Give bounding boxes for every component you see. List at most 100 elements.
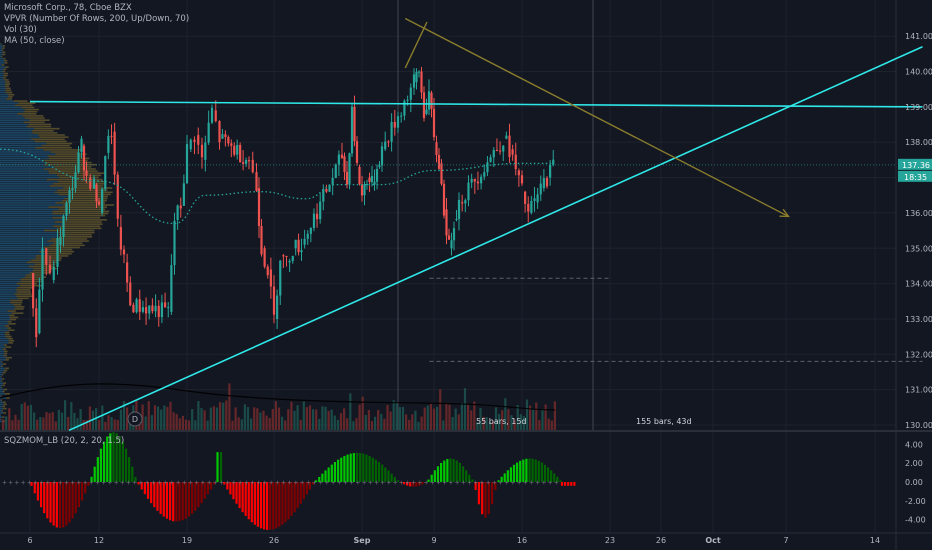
volume-bar [420,416,423,430]
vpvr-bar-down [26,274,44,276]
vpvr-bar-up [0,127,35,130]
symbol-title[interactable]: Microsoft Corp., 78, Cboe BZX [4,3,132,13]
osc-bar [427,479,430,482]
osc-bar [33,482,36,494]
vpvr-bar-up [0,286,18,289]
volume-bar [184,419,188,430]
osc-bar [531,458,534,482]
osc-zero-cross: + [169,480,174,487]
osc-bar [65,482,68,526]
candle-body [236,144,239,155]
volume-bar [432,408,436,430]
vpvr-bar-up [0,163,45,166]
osc-zero-cross: + [424,480,429,487]
candle-body [239,144,242,163]
osc-bar [241,482,244,513]
osc-bar [564,482,567,486]
candle-body [65,202,68,216]
vpvr-bar-down [17,297,29,300]
osc-zero-cross: + [89,480,94,487]
volume-bar [54,421,57,430]
candle-body [350,106,354,154]
vpvr-bar-down [33,267,58,270]
candle-body [62,215,65,237]
osc-zero-cross: + [52,480,57,487]
vpvr-legend[interactable]: VPVR (Number Of Rows, 200, Up/Down, 70) [4,14,190,24]
vpvr-bar-up [0,322,9,325]
vpvr-bar-up [0,246,44,249]
ma50-line [0,148,554,225]
vpvr-bar-down [8,96,13,98]
volume-bar [364,415,367,430]
osc-bar [402,482,406,485]
osc-zero-cross: + [200,480,205,487]
osc-bar [52,482,55,526]
osc-zero-cross: + [498,480,503,487]
volume-bar [401,407,405,430]
osc-zero-cross: + [132,480,137,487]
vpvr-bar-down [2,45,5,47]
osc-zero-cross: + [281,480,286,487]
volume-bar [85,420,88,430]
candle-body [452,228,456,241]
vpvr-bar-down [58,208,106,211]
osc-zero-cross: + [58,480,63,487]
vpvr-bar-up [0,371,3,374]
vpvr-bar-down [3,57,6,60]
vpvr-bar-up [0,386,2,389]
chart-legend: Microsoft Corp., 78, Cboe BZX VPVR (Numb… [4,3,189,47]
osc-zero-cross: + [548,480,553,487]
oscillator-legend[interactable]: SQZMOM_LB (20, 2, 20, 1.5) [4,436,125,446]
osc-zero-cross: + [529,480,534,487]
candle-body [288,260,291,263]
osc-bar [537,460,540,482]
vpvr-bar-down [7,310,16,312]
vpvr-bar-down [8,93,15,96]
osc-bar [296,482,299,509]
candle-body [440,163,443,184]
volume-bars [2,383,556,430]
vpvr-bar-up [0,106,22,109]
osc-bar [216,452,219,482]
candle-body [380,146,384,166]
osc-zero-cross: + [76,480,81,487]
vpvr-bar-up [0,221,55,223]
vpvr-bar-up [0,399,1,401]
vpvr-bar-down [63,187,113,189]
osc-bar [343,455,346,482]
volume-bar [454,408,457,430]
volume-bar [293,410,296,430]
price-tick-label: 140.00 [905,68,932,77]
vpvr-bar-up [0,96,9,98]
candle-body [325,189,328,192]
osc-zero-cross: + [411,480,416,487]
osc-bar [134,476,137,482]
volume-bar [157,406,160,430]
osc-bar [506,470,509,482]
vpvr-bar-down [4,79,9,81]
candle-body [269,269,272,287]
osc-bar [421,482,424,485]
candle-body [285,255,288,257]
volume-bar [538,420,541,430]
volume-bar [110,417,113,430]
candle-body [400,115,403,117]
volume-bar [228,383,231,430]
ma-legend[interactable]: MA (50, close) [4,36,65,46]
osc-bar [46,482,49,519]
candle-body [445,209,448,236]
vpvr-bar-up [0,87,6,90]
vpvr-bar-down [17,286,34,289]
dividend-marker-label: D [132,415,138,424]
volume-bar [374,416,377,430]
vpvr-bar-up [0,407,4,410]
time-tick-label: Oct [705,536,721,545]
candle-body [141,307,145,312]
volume-legend[interactable]: Vol (30) [4,25,37,35]
volume-bar [358,404,361,430]
vpvr-bar-up [0,229,44,232]
volume-bar [299,419,302,430]
vpvr-bar-up [0,263,35,266]
volume-bar [315,409,318,430]
